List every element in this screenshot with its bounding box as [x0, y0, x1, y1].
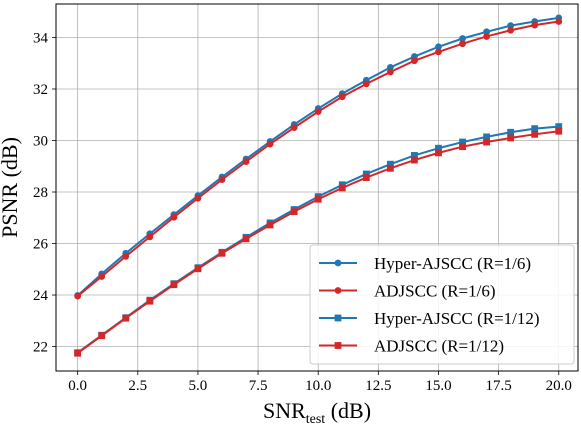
data-point [362, 174, 370, 181]
plot-frame [55, 3, 579, 372]
data-point [122, 252, 130, 260]
data-point [531, 130, 539, 138]
data-point [218, 249, 226, 257]
legend-label: ADJSCC (R=1/12) [374, 337, 504, 356]
data-point [507, 134, 515, 142]
legend-label: ADJSCC (R=1/6) [374, 282, 496, 301]
x-tick-label: 12.5 [365, 378, 391, 394]
data-point [218, 176, 226, 184]
data-point [555, 18, 563, 25]
data-point [555, 123, 563, 130]
x-tick-label: 7.5 [249, 378, 268, 394]
y-tick-label: 30 [33, 133, 48, 149]
legend-item: ADJSCC (R=1/12) [319, 337, 504, 356]
x-tick-label: 2.5 [128, 378, 147, 394]
data-point [338, 184, 346, 192]
data-point [555, 127, 563, 135]
x-tick-label: 17.5 [485, 378, 511, 394]
data-point [386, 164, 394, 172]
data-point [435, 149, 442, 157]
legend-item: ADJSCC (R=1/6) [319, 282, 496, 301]
series-4 [74, 127, 563, 357]
data-point [483, 133, 490, 141]
data-point [98, 273, 106, 280]
data-point [507, 128, 515, 136]
data-point [411, 156, 418, 164]
y-tick-label: 28 [33, 185, 48, 201]
data-point [146, 297, 154, 305]
data-point [242, 158, 250, 166]
y-tick-label: 32 [33, 82, 48, 98]
data-point [122, 314, 130, 322]
legend-marker [334, 287, 342, 294]
data-point [411, 152, 418, 159]
y-axis-ticks: 22 24 26 28 30 32 34 [33, 30, 56, 356]
legend: Hyper-AJSCC (R=1/6) ADJSCC (R=1/6) Hyper-A… [309, 244, 575, 365]
y-tick-label: 22 [33, 340, 48, 356]
data-point [98, 332, 106, 340]
legend-marker [334, 342, 342, 349]
data-point [266, 140, 274, 148]
data-point [74, 292, 82, 300]
data-point [314, 108, 322, 116]
data-point [290, 208, 298, 215]
data-point [531, 125, 539, 133]
data-point [435, 144, 442, 152]
x-tick-label: 20.0 [546, 378, 572, 394]
data-point [194, 194, 202, 202]
y-axis-label: PSNR (dB) [0, 137, 22, 238]
x-tick-label: 5.0 [189, 378, 208, 394]
data-point [386, 68, 394, 76]
data-point [386, 160, 394, 168]
series-2 [74, 18, 563, 300]
x-axis-ticks: 0.0 2.5 5.0 7.5 10.0 12.5 15.0 17.5 20.0 [68, 371, 572, 394]
legend-label: Hyper-AJSCC (R=1/6) [374, 254, 531, 273]
legend-item: Hyper-AJSCC (R=1/6) [319, 254, 531, 273]
data-point [194, 265, 202, 273]
data-point [483, 33, 490, 40]
legend-box [309, 244, 575, 365]
data-point [459, 138, 466, 146]
data-point [411, 57, 418, 65]
x-axis-label-subscript: test [306, 412, 326, 427]
data-point [459, 35, 466, 42]
data-point [459, 40, 466, 48]
data-point [266, 221, 274, 229]
data-point [435, 48, 442, 56]
data-point [314, 195, 322, 203]
data-point [170, 213, 178, 221]
data-point [146, 233, 154, 241]
legend-label: Hyper-AJSCC (R=1/12) [374, 309, 540, 328]
data-point [74, 349, 82, 357]
y-tick-label: 34 [33, 30, 49, 46]
series-group [74, 14, 563, 357]
data-point [242, 235, 250, 243]
legend-marker [334, 314, 342, 322]
data-point [507, 26, 515, 34]
y-tick-label: 26 [33, 237, 49, 253]
x-axis-label-main: SNR [263, 398, 306, 423]
data-point [170, 281, 178, 289]
data-point [531, 21, 539, 29]
data-point [459, 143, 466, 151]
x-tick-label: 10.0 [305, 378, 331, 394]
x-axis-label-unit: (dB) [325, 398, 371, 423]
data-point [362, 170, 370, 178]
data-point [483, 138, 490, 146]
x-axis-label: SNRtest (dB) [263, 398, 371, 427]
data-point [362, 80, 370, 88]
data-point [338, 93, 346, 101]
y-tick-label: 24 [33, 288, 49, 304]
data-point [435, 43, 442, 51]
data-point [290, 124, 298, 132]
x-tick-label: 15.0 [425, 378, 451, 394]
x-tick-label: 0.0 [68, 378, 87, 394]
legend-item: Hyper-AJSCC (R=1/12) [319, 309, 540, 328]
legend-marker [334, 259, 342, 267]
